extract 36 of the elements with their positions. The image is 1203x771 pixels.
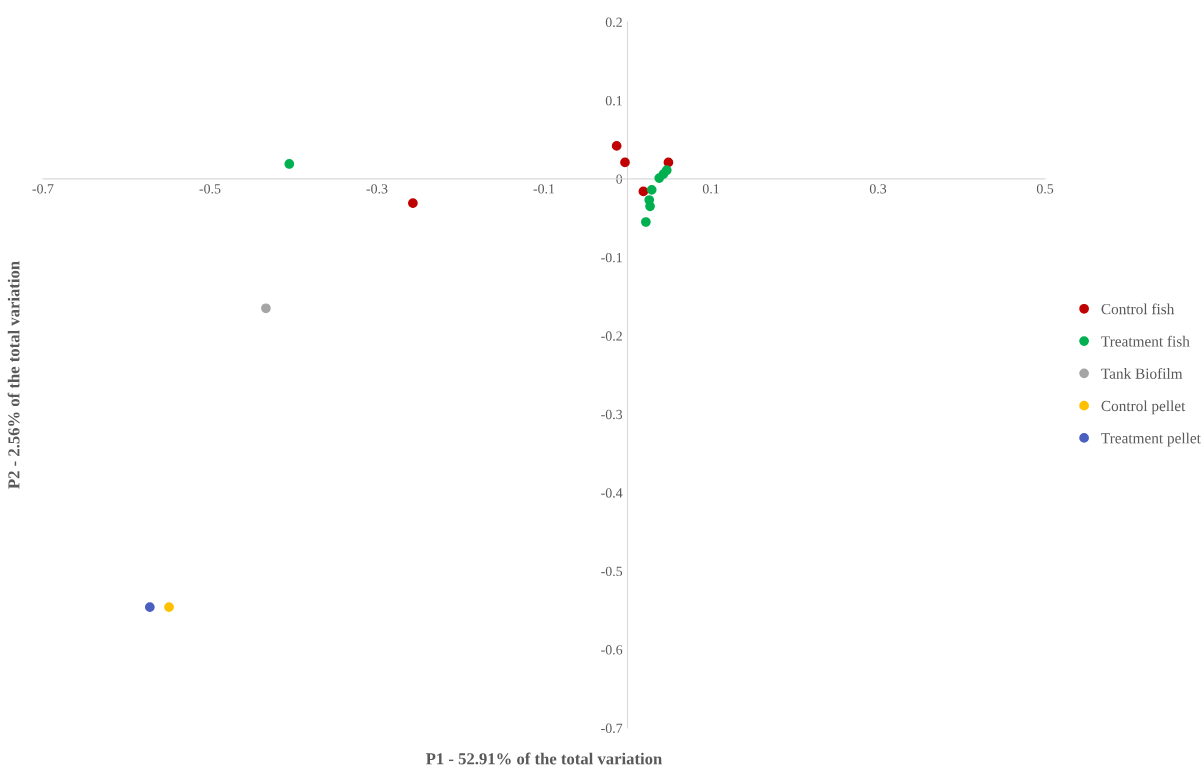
x-axis-title: P1 - 52.91% of the total variation [426,752,663,765]
point [408,198,418,209]
point [620,157,630,168]
y-tick-label: -0.6 [601,645,623,655]
y-tick-label: 0 [616,174,623,184]
y-tick-label: -0.3 [601,409,623,420]
x-tick-label: 0.5 [1036,184,1054,194]
y-tick-label: -0.7 [601,723,623,733]
x-tick-label: -0.1 [533,184,555,194]
legend-label: Control fish [1101,303,1175,315]
point [641,217,651,227]
point [638,186,649,197]
legend-label: Treatment pellet [1101,432,1201,447]
point [661,165,672,176]
legend-label: Treatment fish [1101,335,1190,347]
y-axis-title: P2 - 2.56% of the total variation [7,261,20,489]
x-tick-label: 0.3 [869,184,887,194]
point [144,602,155,613]
point [261,303,271,314]
y-tick-label: -0.5 [601,566,623,577]
x-tick-label: -0.3 [366,184,388,194]
legend-label: Tank Biofilm [1101,367,1183,379]
point [646,184,657,195]
point [611,141,622,151]
y-tick-label: -0.1 [601,252,622,263]
point [284,159,295,169]
legend-label: Control pellet [1101,400,1186,415]
point [645,201,655,212]
y-tick-label: -0.4 [601,488,623,498]
x-tick-label: -0.5 [199,184,221,194]
y-tick-label: 0.2 [605,17,622,27]
y-tick-label: -0.2 [601,331,622,341]
y-tick-label: 0.1 [605,96,622,106]
x-tick-label: -0.7 [32,184,54,194]
x-tick-label: 0.1 [702,184,719,194]
point [164,602,174,613]
